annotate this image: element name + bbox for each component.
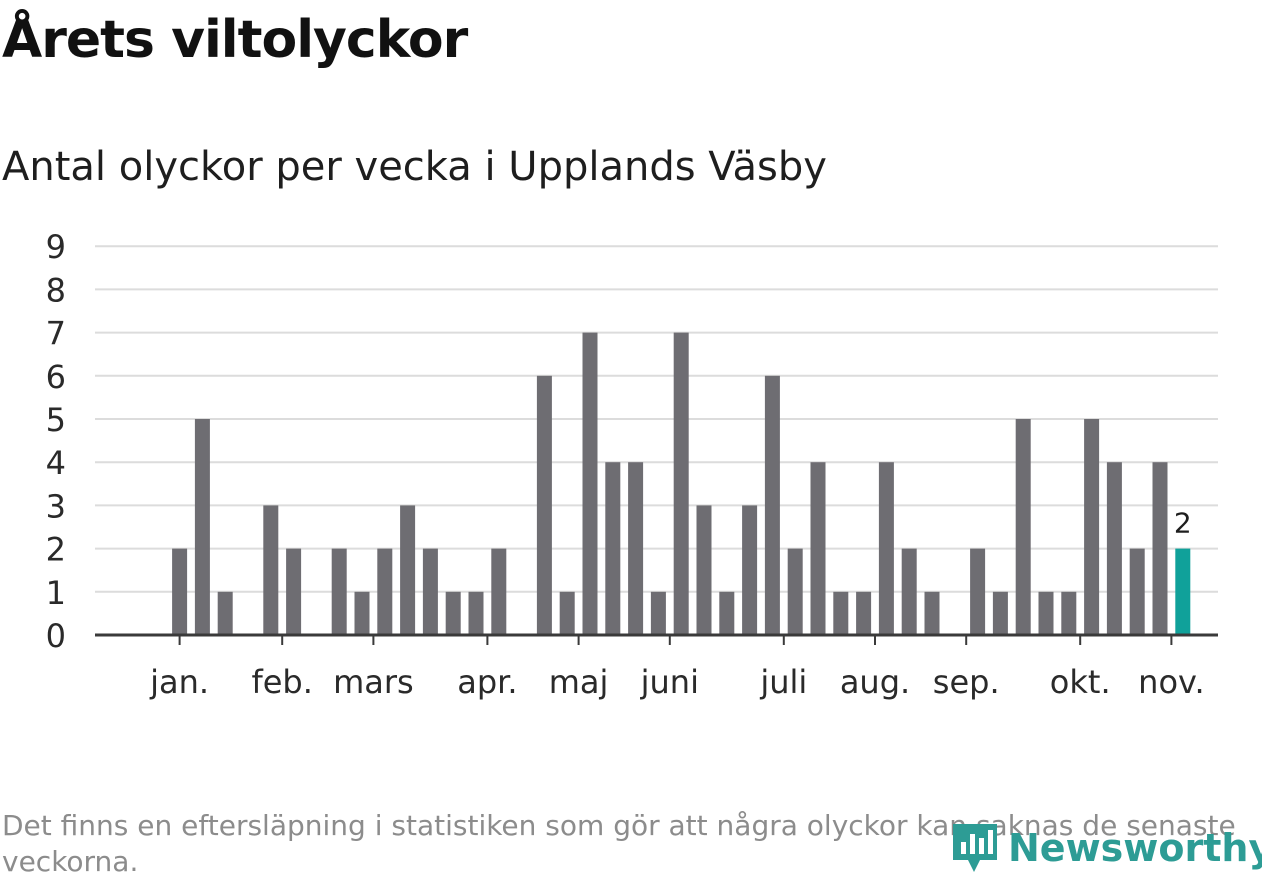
chart-title: Årets viltolyckor	[2, 10, 468, 70]
data-labels: 2	[1174, 507, 1192, 540]
bar	[1084, 419, 1100, 635]
bar	[263, 505, 279, 635]
x-tick-label: jan.	[149, 663, 209, 701]
bar	[400, 505, 416, 635]
bar	[673, 332, 689, 635]
chart-subtitle: Antal olyckor per vecka i Upplands Väsby	[2, 144, 827, 190]
bar	[468, 591, 484, 635]
bar	[1015, 419, 1031, 635]
newsworthy-logo-icon	[953, 824, 997, 872]
bar-chart: 0 1 2 3 4 5 6 7 8 9 jan. feb. mars apr. maj juni juli au…	[46, 228, 1218, 701]
bar	[810, 462, 826, 635]
bar	[924, 591, 940, 635]
x-tick-label: okt.	[1050, 663, 1111, 701]
bar	[331, 548, 347, 635]
bar	[878, 462, 894, 635]
bar	[856, 591, 872, 635]
bar	[172, 548, 188, 635]
y-tick-label: 2	[46, 531, 66, 569]
x-axis: jan. feb. mars apr. maj juni juli aug. sep. okt. n…	[95, 633, 1218, 701]
bars	[172, 332, 1191, 635]
bar	[559, 591, 575, 635]
bar	[354, 591, 370, 635]
bar	[445, 591, 461, 635]
y-tick-label: 7	[46, 315, 66, 353]
bar	[1061, 591, 1077, 635]
bar	[491, 548, 507, 635]
bar	[650, 591, 666, 635]
bar	[764, 375, 780, 635]
bar	[696, 505, 712, 635]
y-tick-label: 3	[46, 487, 66, 525]
grid-lines	[95, 245, 1218, 593]
bar	[992, 591, 1008, 635]
x-tick-label: sep.	[933, 663, 1000, 701]
bar	[377, 548, 393, 635]
bar	[286, 548, 302, 635]
bar	[1152, 462, 1168, 635]
bar	[605, 462, 621, 635]
x-tick-label: mars	[333, 663, 414, 701]
bar	[787, 548, 803, 635]
bar	[742, 505, 758, 635]
y-tick-label: 4	[46, 444, 66, 482]
x-tick-label: juli	[759, 663, 807, 701]
y-tick-label: 5	[46, 401, 66, 439]
bar	[833, 591, 849, 635]
bar	[628, 462, 644, 635]
brand-logo: Newsworthy	[950, 820, 1262, 876]
x-tick-label: nov.	[1138, 663, 1204, 701]
bar	[1038, 591, 1054, 635]
footnote: Det finns en eftersläpning i statistiken…	[2, 809, 1236, 878]
x-tick-label: apr.	[457, 663, 517, 701]
y-tick-label: 6	[46, 358, 66, 396]
bar	[536, 375, 552, 635]
x-tick-label: aug.	[840, 663, 910, 701]
bar	[194, 419, 210, 635]
x-tick-label: feb.	[251, 663, 312, 701]
bar	[422, 548, 438, 635]
x-tick-label: juni	[640, 663, 699, 701]
y-tick-label: 9	[46, 228, 66, 266]
bar	[217, 591, 233, 635]
bar	[582, 332, 598, 635]
y-tick-label: 1	[46, 574, 66, 612]
brand-name: Newsworthy	[1008, 826, 1262, 870]
bar	[970, 548, 986, 635]
y-tick-label: 8	[46, 271, 66, 309]
bar	[1129, 548, 1145, 635]
bar	[719, 591, 735, 635]
bar	[901, 548, 917, 635]
bar-highlight	[1175, 548, 1191, 635]
bar	[1106, 462, 1122, 635]
y-tick-label: 0	[46, 617, 66, 655]
data-label: 2	[1174, 507, 1192, 540]
y-axis: 0 1 2 3 4 5 6 7 8 9	[46, 228, 66, 655]
x-tick-label: maj	[549, 663, 609, 701]
